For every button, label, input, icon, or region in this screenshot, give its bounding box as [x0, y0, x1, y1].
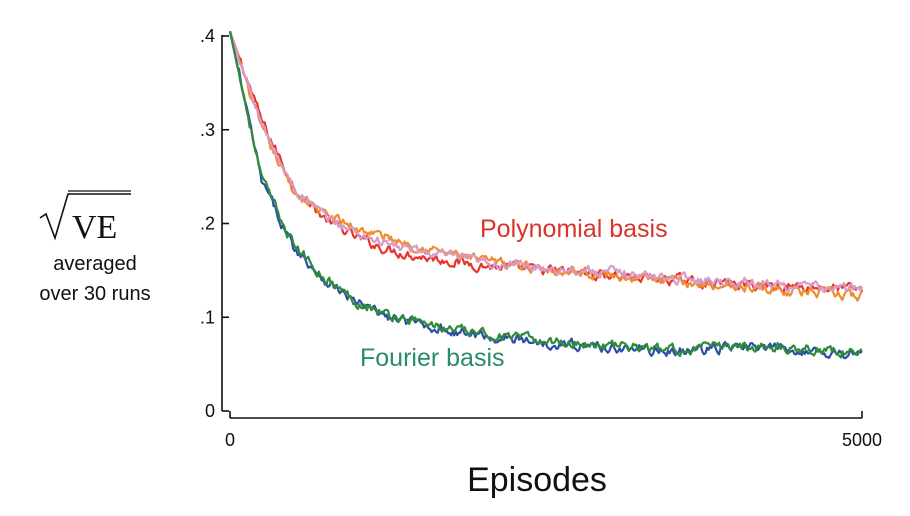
annotation-fourier-basis: Fourier basis [360, 344, 505, 372]
radical-sign-icon [39, 193, 131, 241]
x-tick-label: 5000 [842, 430, 882, 450]
y-axis-label: VE averaged over 30 runs [39, 190, 151, 305]
y-axis-ticks: 0 .1 .2 .3 .4 [200, 26, 229, 421]
series-line-polynomial-basis-1 [228, 30, 863, 302]
y-tick-label: .4 [200, 26, 215, 46]
y-tick-label: .3 [200, 120, 215, 140]
series-layer [228, 30, 864, 360]
x-axis-label: Episodes [467, 461, 607, 499]
x-axis-ticks: 0 5000 [225, 411, 882, 450]
y-axis-label-line1: averaged [53, 253, 136, 275]
annotation-polynomial-basis: Polynomial basis [480, 215, 668, 243]
y-tick-label: .2 [200, 214, 215, 234]
y-tick-label: 0 [205, 401, 215, 421]
y-axis-label-symbol: VE [72, 209, 117, 246]
x-tick-label: 0 [225, 430, 235, 450]
series-line-polynomial-basis-2 [228, 30, 864, 294]
series-line-fourier-basis-4 [228, 31, 863, 359]
y-tick-label: .1 [200, 307, 215, 327]
series-line-fourier-basis-3 [228, 31, 863, 360]
series-line-polynomial-basis-0 [228, 30, 864, 294]
y-axis-label-line2: over 30 runs [39, 283, 150, 305]
